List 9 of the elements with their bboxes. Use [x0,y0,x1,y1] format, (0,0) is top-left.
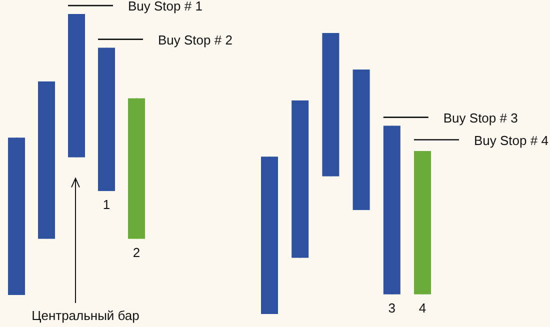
ref-line-label: Buy Stop # 3 [443,110,518,126]
ref-line-label: Buy Stop # 1 [128,0,202,14]
ref-line-label: Buy Stop # 4 [474,132,548,148]
text: Центральный бар [32,308,140,323]
x-tick-label: 2 [132,244,140,260]
x-tick-label: 4 [418,300,426,316]
x-tick-label: 3 [388,300,396,316]
x-tick-label: 1 [102,197,110,212]
ref-line-label: Buy Stop # 2 [158,32,232,48]
